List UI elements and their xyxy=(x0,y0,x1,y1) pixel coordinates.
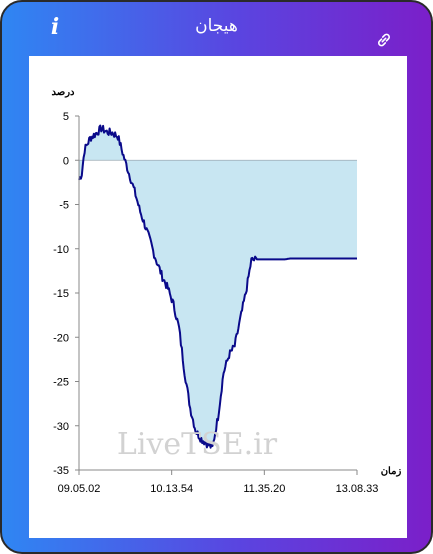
series-line xyxy=(78,124,358,449)
info-icon[interactable]: i xyxy=(50,14,60,40)
y-tick-label: -25 xyxy=(53,377,69,389)
x-axis-label: زمان xyxy=(381,466,402,477)
y-tick-label: -35 xyxy=(53,465,69,477)
y-tick-label: -10 xyxy=(53,244,69,256)
card-title: هیجان xyxy=(195,16,238,36)
watermark: LiveTSE.ir xyxy=(117,427,278,462)
series-area xyxy=(79,125,357,448)
y-tick-label: -15 xyxy=(53,288,69,300)
x-tick-label: 13.08.33 xyxy=(336,483,379,495)
y-tick-label: 0 xyxy=(63,155,69,167)
link-icon[interactable] xyxy=(374,30,394,50)
chart-panel: 5 0 -5 -10 -15 -20 -25 -30 -35 09.05.02 10.13.54 11… xyxy=(29,56,407,538)
x-tick-label: 10.13.54 xyxy=(150,483,193,495)
y-axis-label: درصد xyxy=(51,87,75,98)
y-tick-label: 5 xyxy=(63,111,69,123)
card-header: i هیجان xyxy=(2,2,431,56)
y-tick-label: -20 xyxy=(53,332,69,344)
y-tick-label: -30 xyxy=(53,421,69,433)
chart-svg: 5 0 -5 -10 -15 -20 -25 -30 -35 09.05.02 10.13.54 11… xyxy=(51,87,402,495)
y-tick-label: -5 xyxy=(59,200,69,212)
x-tick-label: 11.35.20 xyxy=(243,483,285,495)
x-tick-label: 09.05.02 xyxy=(58,483,101,495)
